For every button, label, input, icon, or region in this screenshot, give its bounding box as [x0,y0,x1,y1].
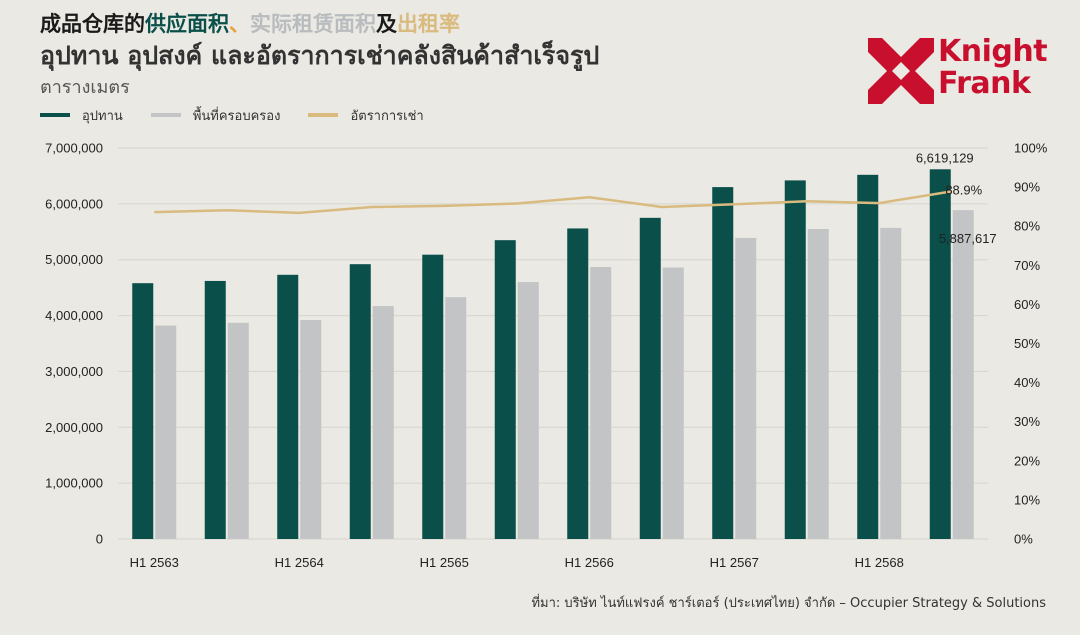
bar-occupied [952,210,974,540]
title-cn-part-6: 出租率 [397,12,460,36]
legend-item-rate: อัตราการเช่า [308,105,424,126]
data-label-occupied: 5,887,617 [939,231,997,246]
x-tick-label: H1 2568 [855,555,904,570]
bar-occupied [662,267,684,539]
y-left-tick-label: 5,000,000 [45,252,103,267]
source-note: ที่มา: บริษัท ไนท์แฟรงค์ ชาร์เตอร์ (ประเ… [531,596,1046,611]
x-tick-label: H1 2565 [420,555,469,570]
bar-occupied [590,266,612,539]
legend-item-supply: อุปทาน [40,105,123,126]
logo-line-1: Knight [938,34,1048,69]
bar-occupied [227,322,249,539]
bar-occupied [155,325,177,539]
bar-supply [494,240,516,539]
y-right-tick-label: 90% [1014,180,1040,195]
y-right-tick-label: 30% [1014,414,1040,429]
bar-occupied [735,237,757,539]
title-cn-part-2: 供应面积 [145,12,229,36]
legend-label-occupied: พื้นที่ครอบครอง [192,108,281,124]
logo-mark-icon [868,38,934,104]
y-right-tick-label: 0% [1014,532,1033,547]
logo-line-2: Frank [938,66,1031,101]
title-cn-part-5: 及 [376,12,397,36]
bar-occupied [372,306,394,539]
x-tick-label: H1 2567 [710,555,759,570]
title-cn-part-3: 、 [229,12,250,36]
y-right-tick-label: 10% [1014,492,1040,507]
bar-occupied [517,282,539,539]
knight-frank-logo: Knight Frank [868,34,1050,108]
legend-swatch-occupied [150,113,181,117]
y-right-tick-label: 100% [1014,141,1048,156]
bar-supply [132,283,154,539]
title-cn-part-4: 实际租赁面积 [250,12,376,36]
x-tick-label: H1 2563 [130,555,179,570]
y-right-tick-label: 70% [1014,258,1040,273]
chart-legend: อุปทาน พื้นที่ครอบครอง อัตราการเช่า [40,104,452,126]
legend-label-supply: อุปทาน [82,108,123,124]
y-left-tick-label: 6,000,000 [45,196,103,211]
y-right-tick-label: 50% [1014,336,1040,351]
y-left-tick-label: 7,000,000 [45,141,103,156]
legend-swatch-rate [308,113,339,117]
line-rate [154,190,952,215]
legend-item-occupied: พื้นที่ครอบครอง [150,105,281,126]
logo-text: Knight Frank [938,34,1048,101]
y-right-tick-label: 20% [1014,453,1040,468]
bar-supply [204,280,226,539]
data-label-supply: 6,619,129 [916,150,974,165]
bar-supply [857,174,879,539]
y-left-tick-label: 4,000,000 [45,308,103,323]
y-left-tick-label: 3,000,000 [45,364,103,379]
data-label-rate: 88.9% [945,182,982,197]
bar-occupied [445,297,467,539]
title-cn-part-1: 成品仓库的 [40,12,145,36]
y-right-tick-label: 60% [1014,297,1040,312]
y-right-tick-label: 80% [1014,219,1040,234]
bar-supply [929,169,951,540]
bar-supply [349,264,371,539]
chart-title-chinese: 成品仓库的供应面积、实际租赁面积及出租率 [40,8,460,38]
bar-supply [422,254,444,540]
bar-occupied [300,320,322,539]
bar-occupied [880,227,902,539]
legend-label-rate: อัตราการเช่า [350,108,424,124]
legend-swatch-supply [40,113,70,117]
y-right-tick-label: 40% [1014,375,1040,390]
x-tick-label: H1 2564 [275,555,324,570]
bar-supply [277,274,299,539]
bar-supply [567,228,589,540]
y-left-tick-label: 1,000,000 [45,476,103,491]
bar-supply [784,180,806,539]
y-left-tick-label: 0 [96,532,103,547]
bar-occupied [807,228,829,539]
y-left-tick-label: 2,000,000 [45,420,103,435]
bar-supply [639,217,661,540]
chart-title: อุปทาน อุปสงค์ และอัตราการเช่าคลังสินค้า… [40,41,600,70]
chart-unit: ตารางเมตร [40,77,130,98]
bar-supply [712,187,734,539]
x-tick-label: H1 2566 [565,555,614,570]
